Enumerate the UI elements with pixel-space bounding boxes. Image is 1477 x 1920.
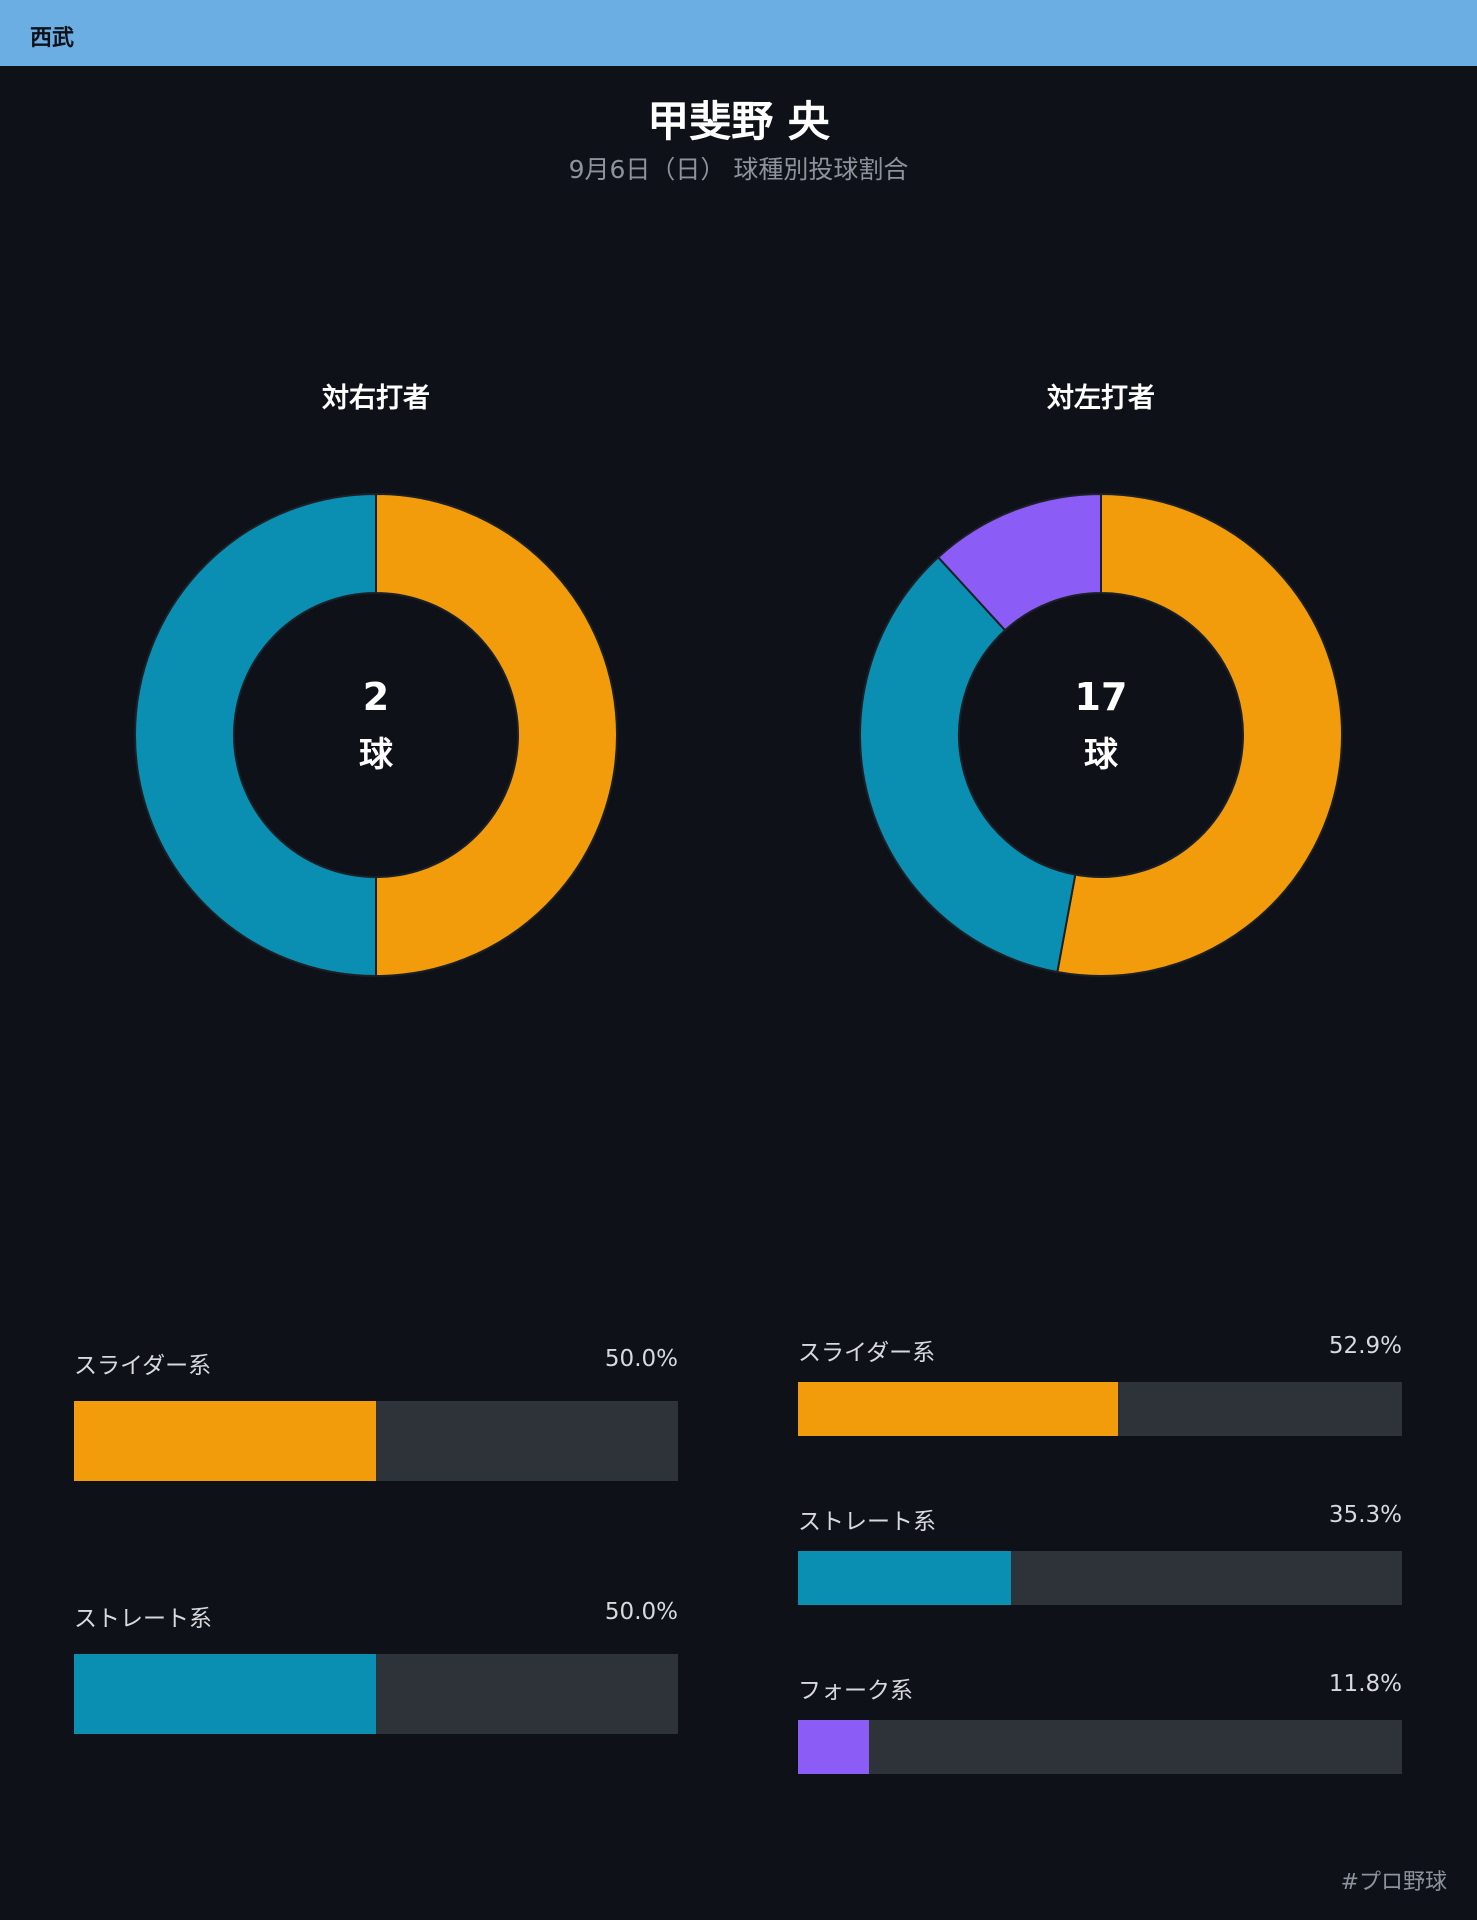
bar-row: ストレート系 50.0%: [74, 1599, 678, 1734]
team-header-bar: 西武: [0, 0, 1477, 66]
bar-label: スライダー系: [798, 1340, 936, 1366]
donut-slice-2: [134, 492, 377, 978]
bar-label: スライダー系: [74, 1353, 212, 1379]
bar-track: [74, 1654, 678, 1734]
bar-track: [798, 1382, 1402, 1436]
bar-fill: [798, 1551, 1012, 1605]
bar-percent: 52.9%: [1328, 1333, 1402, 1359]
page-subtitle: 9月6日（日） 球種別投球割合: [568, 155, 909, 184]
bar-fill: [798, 1720, 870, 1774]
bar-fill: [798, 1382, 1118, 1436]
page-header: 甲斐野 央 9月6日（日） 球種別投球割合: [0, 92, 1477, 188]
donut-chart-vs-right: 2球: [134, 492, 618, 978]
bar-row: スライダー系 50.0%: [74, 1346, 678, 1481]
pitch-count-value: 17: [1075, 675, 1128, 719]
bar-label: ストレート系: [74, 1606, 212, 1632]
bar-label: フォーク系: [798, 1678, 913, 1704]
chart-title-vs-right: 対右打者: [322, 383, 430, 414]
bar-track: [74, 1401, 678, 1481]
bar-percent: 50.0%: [604, 1346, 678, 1372]
bar-fill: [74, 1401, 376, 1481]
player-name: 甲斐野 央: [647, 97, 830, 146]
bar-label: ストレート系: [798, 1509, 936, 1535]
team-name: 西武: [30, 26, 75, 51]
donut-chart-vs-left: 17 球: [859, 492, 1343, 977]
bar-track: [798, 1720, 1402, 1774]
bar-list-vs-right: スライダー系 50.0% ストレート系 50.0%: [74, 1346, 678, 1766]
pitch-count-unit: 球: [359, 735, 394, 775]
bar-percent: 11.8%: [1328, 1671, 1402, 1697]
bar-track: [798, 1551, 1402, 1605]
bar-row: ストレート系 35.3%: [798, 1502, 1402, 1605]
bar-row: フォーク系 11.8%: [798, 1671, 1402, 1774]
pitch-count-unit: 球: [1084, 735, 1119, 775]
bar-row: スライダー系 52.9%: [798, 1333, 1402, 1436]
pitch-count-value: 2: [363, 675, 389, 719]
hashtag-label: #プロ野球: [1340, 1870, 1447, 1895]
bar-percent: 35.3%: [1328, 1502, 1402, 1528]
donut-slice-1: [1056, 492, 1343, 977]
donut-slice-1: [375, 492, 618, 978]
bar-list-vs-left: スライダー系 52.9% ストレート系 35.3% フォーク系 11.8%: [798, 1333, 1402, 1783]
donut-slice-3: [936, 492, 1102, 632]
donut-slice-2: [859, 555, 1077, 974]
bar-percent: 50.0%: [604, 1599, 678, 1625]
bar-fill: [74, 1654, 376, 1734]
chart-title-vs-left: 対左打者: [1047, 383, 1155, 414]
